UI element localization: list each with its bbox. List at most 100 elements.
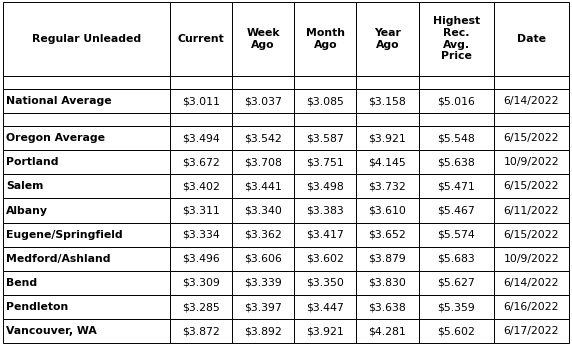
Bar bbox=[170, 247, 232, 271]
Text: 6/11/2022: 6/11/2022 bbox=[504, 206, 559, 216]
Text: National Average: National Average bbox=[6, 96, 112, 106]
Text: $3.085: $3.085 bbox=[307, 96, 344, 106]
Text: $3.602: $3.602 bbox=[307, 254, 344, 264]
Text: $3.397: $3.397 bbox=[244, 302, 282, 312]
Bar bbox=[356, 89, 419, 113]
Bar bbox=[494, 76, 569, 89]
Text: $3.339: $3.339 bbox=[244, 278, 282, 288]
Text: Eugene/Springfield: Eugene/Springfield bbox=[6, 230, 123, 240]
Bar bbox=[3, 76, 170, 89]
Bar bbox=[294, 150, 356, 174]
Text: $3.652: $3.652 bbox=[368, 230, 406, 240]
Bar bbox=[356, 2, 419, 76]
Bar bbox=[294, 271, 356, 295]
Text: Regular Unleaded: Regular Unleaded bbox=[32, 34, 141, 44]
Text: Medford/Ashland: Medford/Ashland bbox=[6, 254, 111, 264]
Bar bbox=[494, 174, 569, 198]
Text: Vancouver, WA: Vancouver, WA bbox=[6, 326, 97, 336]
Text: $4.281: $4.281 bbox=[368, 326, 406, 336]
Bar bbox=[3, 150, 170, 174]
Bar bbox=[232, 223, 294, 247]
Text: $3.334: $3.334 bbox=[182, 230, 220, 240]
Text: $3.402: $3.402 bbox=[182, 181, 220, 191]
Text: $5.467: $5.467 bbox=[438, 206, 475, 216]
Bar bbox=[419, 76, 494, 89]
Bar bbox=[170, 174, 232, 198]
Text: Week
Ago: Week Ago bbox=[247, 28, 280, 50]
Bar bbox=[356, 223, 419, 247]
Text: $3.441: $3.441 bbox=[244, 181, 282, 191]
Bar bbox=[3, 247, 170, 271]
Text: $3.447: $3.447 bbox=[307, 302, 344, 312]
Text: Year
Ago: Year Ago bbox=[374, 28, 401, 50]
Bar bbox=[494, 126, 569, 150]
Bar bbox=[3, 295, 170, 319]
Bar bbox=[294, 319, 356, 343]
Text: $3.037: $3.037 bbox=[244, 96, 282, 106]
Bar bbox=[232, 174, 294, 198]
Bar bbox=[170, 89, 232, 113]
Bar bbox=[232, 319, 294, 343]
Text: $3.921: $3.921 bbox=[307, 326, 344, 336]
Bar bbox=[170, 198, 232, 223]
Text: $3.830: $3.830 bbox=[368, 278, 407, 288]
Bar bbox=[494, 113, 569, 126]
Bar bbox=[3, 271, 170, 295]
Text: Portland: Portland bbox=[6, 157, 59, 167]
Text: $3.311: $3.311 bbox=[182, 206, 220, 216]
Text: $5.602: $5.602 bbox=[437, 326, 475, 336]
Bar bbox=[294, 113, 356, 126]
Bar bbox=[170, 223, 232, 247]
Bar bbox=[419, 89, 494, 113]
Bar bbox=[494, 150, 569, 174]
Text: $5.627: $5.627 bbox=[438, 278, 475, 288]
Bar bbox=[232, 76, 294, 89]
Text: Highest
Rec.
Avg.
Price: Highest Rec. Avg. Price bbox=[432, 17, 480, 61]
Bar bbox=[232, 89, 294, 113]
Bar bbox=[294, 295, 356, 319]
Text: Bend: Bend bbox=[6, 278, 37, 288]
Bar bbox=[232, 126, 294, 150]
Text: $3.309: $3.309 bbox=[182, 278, 220, 288]
Bar bbox=[170, 2, 232, 76]
Bar bbox=[232, 198, 294, 223]
Bar bbox=[419, 319, 494, 343]
Text: $3.285: $3.285 bbox=[182, 302, 220, 312]
Text: $3.672: $3.672 bbox=[182, 157, 220, 167]
Bar bbox=[170, 76, 232, 89]
Text: $5.471: $5.471 bbox=[438, 181, 475, 191]
Bar bbox=[356, 295, 419, 319]
Bar bbox=[419, 223, 494, 247]
Text: $3.610: $3.610 bbox=[368, 206, 407, 216]
Bar bbox=[170, 295, 232, 319]
Bar bbox=[356, 271, 419, 295]
Text: $3.498: $3.498 bbox=[307, 181, 344, 191]
Bar bbox=[170, 126, 232, 150]
Bar bbox=[294, 126, 356, 150]
Bar bbox=[356, 150, 419, 174]
Text: $5.359: $5.359 bbox=[438, 302, 475, 312]
Text: $3.892: $3.892 bbox=[244, 326, 282, 336]
Text: 10/9/2022: 10/9/2022 bbox=[504, 157, 559, 167]
Text: $5.016: $5.016 bbox=[437, 96, 475, 106]
Text: $5.638: $5.638 bbox=[438, 157, 475, 167]
Text: $3.350: $3.350 bbox=[307, 278, 344, 288]
Bar bbox=[419, 271, 494, 295]
Bar bbox=[494, 247, 569, 271]
Bar bbox=[294, 76, 356, 89]
Bar bbox=[494, 2, 569, 76]
Bar bbox=[3, 113, 170, 126]
Bar bbox=[170, 319, 232, 343]
Bar bbox=[170, 150, 232, 174]
Text: 6/16/2022: 6/16/2022 bbox=[504, 302, 559, 312]
Text: $3.011: $3.011 bbox=[182, 96, 220, 106]
Bar bbox=[356, 198, 419, 223]
Text: 6/14/2022: 6/14/2022 bbox=[504, 96, 559, 106]
Bar bbox=[356, 126, 419, 150]
Bar bbox=[494, 198, 569, 223]
Text: Date: Date bbox=[517, 34, 546, 44]
Text: Salem: Salem bbox=[6, 181, 43, 191]
Text: 6/14/2022: 6/14/2022 bbox=[504, 278, 559, 288]
Text: $5.574: $5.574 bbox=[438, 230, 475, 240]
Bar bbox=[294, 174, 356, 198]
